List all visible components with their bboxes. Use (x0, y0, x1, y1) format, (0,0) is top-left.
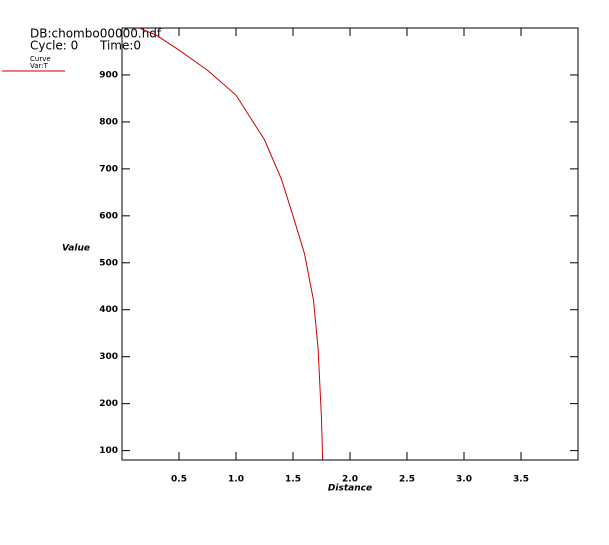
x-tick-label: 0.5 (171, 475, 187, 485)
y-tick-label: 300 (99, 352, 118, 362)
x-axis-label: Distance (328, 484, 372, 494)
x-tick-label: 2.0 (342, 475, 358, 485)
legend-title: Curve (30, 55, 51, 63)
time-label: Time:0 (99, 39, 141, 53)
y-tick-label: 500 (99, 258, 118, 268)
plot-frame (121, 27, 579, 461)
y-tick-label: 800 (99, 117, 118, 127)
cycle-label: Cycle: 0 (30, 39, 78, 53)
y-tick-label: 700 (99, 164, 118, 174)
y-tick-label: 200 (99, 399, 118, 409)
x-tick-label: 3.5 (513, 475, 529, 485)
curve (138, 27, 324, 460)
x-tick-label: 3.0 (456, 475, 472, 485)
y-tick-label: 600 (99, 211, 118, 221)
x-tick-label: 2.5 (399, 475, 415, 485)
y-tick-label: 900 (99, 70, 118, 80)
db-label: DB:chombo00000.hdf (30, 27, 162, 41)
x-tick-label: 1.0 (228, 475, 244, 485)
y-axis-label: Value (62, 244, 90, 254)
x-tick-label: 1.5 (285, 475, 301, 485)
y-tick-label: 400 (99, 305, 118, 315)
legend-entry: Var:T (30, 62, 49, 70)
y-tick-label: 100 (99, 446, 118, 456)
